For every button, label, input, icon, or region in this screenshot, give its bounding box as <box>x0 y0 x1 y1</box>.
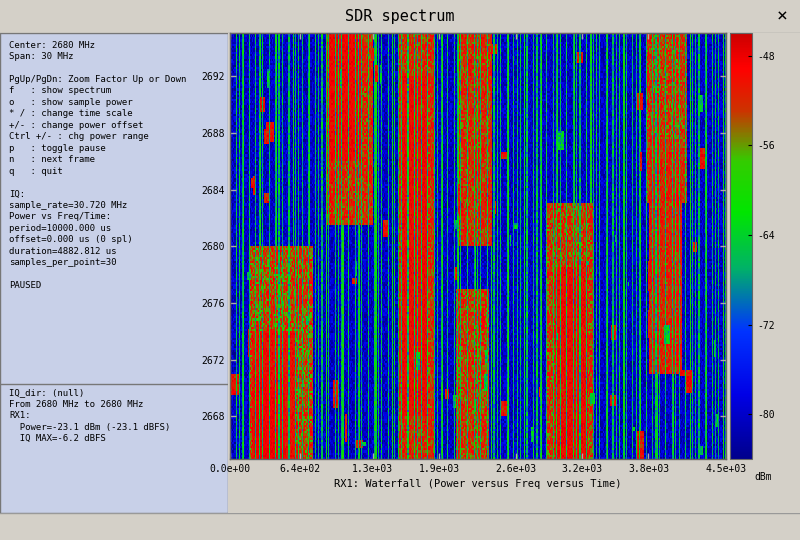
Text: ×: × <box>777 8 788 26</box>
Text: SDR spectrum: SDR spectrum <box>346 9 454 24</box>
FancyBboxPatch shape <box>0 33 228 513</box>
Text: Center: 2680 MHz
Span: 30 MHz

PgUp/PgDn: Zoom Factor Up or Down
f   : show spec: Center: 2680 MHz Span: 30 MHz PgUp/PgDn:… <box>9 40 186 290</box>
X-axis label: RX1: Waterfall (Power versus Freq versus Time): RX1: Waterfall (Power versus Freq versus… <box>334 480 622 489</box>
Text: IQ_dir: (null)
From 2680 MHz to 2680 MHz
RX1:
  Power=-23.1 dBm (-23.1 dBFS)
  I: IQ_dir: (null) From 2680 MHz to 2680 MHz… <box>9 388 170 443</box>
Text: dBm: dBm <box>754 472 772 483</box>
